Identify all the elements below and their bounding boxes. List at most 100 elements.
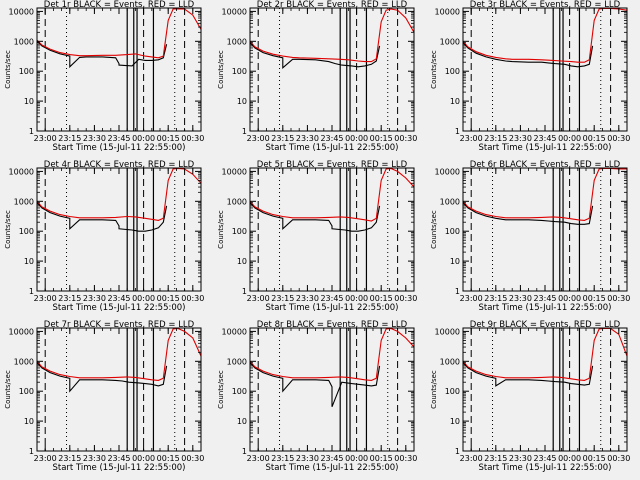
chart-title: Det 2r BLACK = Events, RED = LLD [257,0,408,10]
x-tick-label: 23:00 [247,134,270,143]
y-tick-label: 10000 [222,167,247,176]
y-tick-label: 1000 [440,357,460,366]
y-axis-label: Counts/sec [4,370,12,409]
y-tick-label: 10000 [9,7,34,16]
x-tick-label: 23:45 [320,294,343,303]
x-tick-label: 00:00 [132,454,155,463]
x-tick-label: 23:45 [107,134,130,143]
x-tick-label: 23:15 [271,134,294,143]
y-tick-label: 10 [24,97,34,106]
series-line-lld [463,8,627,63]
x-tick-label: 00:00 [558,454,581,463]
series-line-events [250,42,381,70]
series-line-events [463,42,594,68]
chart-title: Det 9r BLACK = Events, RED = LLD [470,320,621,330]
x-tick-label: 23:45 [533,454,556,463]
x-tick-label: 23:45 [533,294,556,303]
chart-title: Det 5r BLACK = Events, RED = LLD [257,160,408,170]
x-tick-label: 23:00 [247,294,270,303]
y-tick-label: 10 [450,257,460,266]
x-axis-label: Start Time (15-Jul-11 22:55:00) [266,143,399,153]
y-tick-label: 10000 [435,7,460,16]
plot-area [463,328,627,451]
series-line-events [37,202,168,232]
y-tick-label: 100 [19,387,34,396]
y-axis-label: Counts/sec [4,210,12,249]
x-tick-label: 00:30 [181,294,204,303]
y-tick-label: 100 [445,387,460,396]
plot-frame [249,7,415,132]
x-tick-label: 23:00 [460,134,483,143]
series-line-lld [250,8,414,63]
x-tick-label: 00:00 [345,454,368,463]
x-tick-label: 00:30 [181,134,204,143]
x-tick-label: 00:30 [607,294,630,303]
x-axis-label: Start Time (15-Jul-11 22:55:00) [53,463,186,473]
x-tick-label: 00:15 [583,454,606,463]
series-line-events [250,362,381,408]
x-tick-label: 23:15 [58,454,81,463]
x-tick-label: 00:30 [181,454,204,463]
x-tick-label: 23:15 [58,134,81,143]
chart-panel-1: 1 10 100 1000 10000 23:00 23:15 23:30 23:45 00:00… [4,0,204,153]
x-tick-label: 23:00 [34,294,57,303]
y-tick-label: 1000 [14,37,34,46]
y-tick-label: 100 [232,67,247,76]
x-tick-label: 00:15 [157,454,180,463]
plot-frame [249,167,415,292]
y-tick-label: 1 [242,447,247,456]
x-tick-label: 23:45 [107,294,130,303]
x-tick-label: 23:30 [509,134,532,143]
y-tick-label: 100 [19,67,34,76]
x-tick-label: 23:00 [34,454,57,463]
series-line-events [250,202,381,232]
chart-panel-9: 1 10 100 1000 10000 23:00 23:15 23:30 23:45 00:00… [430,320,630,473]
y-tick-label: 10 [237,417,247,426]
x-tick-label: 00:30 [394,134,417,143]
x-tick-label: 23:15 [484,454,507,463]
series-line-lld [250,168,414,222]
y-tick-label: 10000 [435,327,460,336]
series-line-events [37,40,168,69]
x-tick-label: 23:30 [83,454,106,463]
y-tick-label: 10 [24,257,34,266]
plot-frame [462,327,628,452]
chart-panel-7: 1 10 100 1000 10000 23:00 23:15 23:30 23:45 00:00… [4,320,204,473]
x-tick-label: 00:00 [132,294,155,303]
y-axis-label: Counts/sec [217,50,225,89]
x-tick-label: 00:00 [132,134,155,143]
y-tick-label: 10000 [9,167,34,176]
x-tick-label: 00:00 [345,294,368,303]
y-tick-label: 100 [445,67,460,76]
y-tick-label: 10000 [9,327,34,336]
y-tick-label: 10000 [435,167,460,176]
x-tick-label: 23:15 [58,294,81,303]
x-tick-label: 23:45 [533,134,556,143]
x-tick-label: 23:00 [460,294,483,303]
x-tick-label: 23:30 [296,134,319,143]
chart-panel-5: 1 10 100 1000 10000 23:00 23:15 23:30 23:45 00:00… [217,160,417,313]
y-tick-label: 1 [455,287,460,296]
y-axis-label: Counts/sec [217,370,225,409]
plot-area [37,328,201,451]
plot-area [250,168,414,291]
plot-area [250,8,414,131]
x-tick-label: 00:30 [394,454,417,463]
x-tick-label: 00:15 [370,294,393,303]
y-tick-label: 10 [450,97,460,106]
series-line-lld [250,328,414,381]
chart-title: Det 7r BLACK = Events, RED = LLD [44,320,195,330]
y-tick-label: 100 [232,227,247,236]
chart-title: Det 6r BLACK = Events, RED = LLD [470,160,621,170]
y-tick-label: 1 [242,287,247,296]
y-tick-label: 1 [29,127,34,136]
x-axis-label: Start Time (15-Jul-11 22:55:00) [479,143,612,153]
series-line-lld [463,328,627,381]
y-tick-label: 1000 [227,357,247,366]
chart-title: Det 1r BLACK = Events, RED = LLD [44,0,195,10]
x-tick-label: 23:30 [83,294,106,303]
plot-frame [462,167,628,292]
x-tick-label: 23:45 [320,134,343,143]
x-axis-label: Start Time (15-Jul-11 22:55:00) [266,463,399,473]
x-tick-label: 00:30 [394,294,417,303]
